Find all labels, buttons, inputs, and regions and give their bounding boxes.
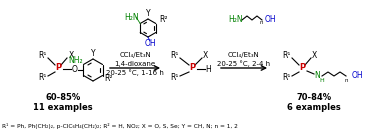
Text: R¹: R¹: [38, 51, 46, 59]
Text: O: O: [72, 66, 78, 75]
Text: R¹: R¹: [282, 74, 290, 83]
Text: X: X: [68, 51, 74, 59]
Text: H₂N: H₂N: [228, 16, 243, 25]
Text: P: P: [55, 64, 61, 72]
Text: NH₂: NH₂: [68, 56, 83, 65]
Text: 11 examples: 11 examples: [33, 103, 93, 111]
Text: H: H: [320, 77, 324, 83]
Text: R²: R²: [104, 74, 113, 83]
Text: R¹ = Ph, Ph(CH₂)₂, p-ClC₆H₄(CH₂)₂; R² = H, NO₂; X = O, S, Se; Y = CH, N; n = 1, : R¹ = Ph, Ph(CH₂)₂, p-ClC₆H₄(CH₂)₂; R² = …: [2, 123, 238, 129]
Text: 1,4-dioxane: 1,4-dioxane: [115, 61, 156, 67]
Text: CCl₄/Et₃N: CCl₄/Et₃N: [119, 52, 151, 58]
Text: 60-85%: 60-85%: [45, 94, 81, 103]
Text: OH: OH: [144, 38, 156, 47]
Text: OH: OH: [352, 72, 364, 81]
Text: N: N: [314, 72, 320, 81]
Text: CCl₄/Et₃N: CCl₄/Et₃N: [228, 52, 260, 58]
Text: 6 examples: 6 examples: [287, 103, 341, 111]
Text: H₂N: H₂N: [125, 12, 139, 21]
Text: H: H: [205, 66, 211, 75]
Text: 20-25 °C, 1-16 h: 20-25 °C, 1-16 h: [106, 70, 164, 76]
Text: n: n: [259, 20, 263, 25]
Text: OH: OH: [265, 16, 277, 25]
Text: R¹: R¹: [170, 51, 178, 59]
Text: R¹: R¹: [282, 51, 290, 59]
Text: 70-84%: 70-84%: [296, 94, 332, 103]
Text: n: n: [344, 77, 348, 83]
Text: P: P: [189, 64, 195, 72]
Text: R¹: R¹: [170, 74, 178, 83]
Text: Y: Y: [91, 49, 95, 59]
Text: R²: R²: [160, 16, 168, 25]
Text: X: X: [311, 51, 317, 59]
Text: Y: Y: [146, 10, 150, 18]
Text: 20-25 °C, 2-4 h: 20-25 °C, 2-4 h: [217, 61, 271, 67]
Text: R¹: R¹: [38, 74, 46, 83]
Text: X: X: [202, 51, 208, 59]
Text: P: P: [299, 64, 305, 72]
